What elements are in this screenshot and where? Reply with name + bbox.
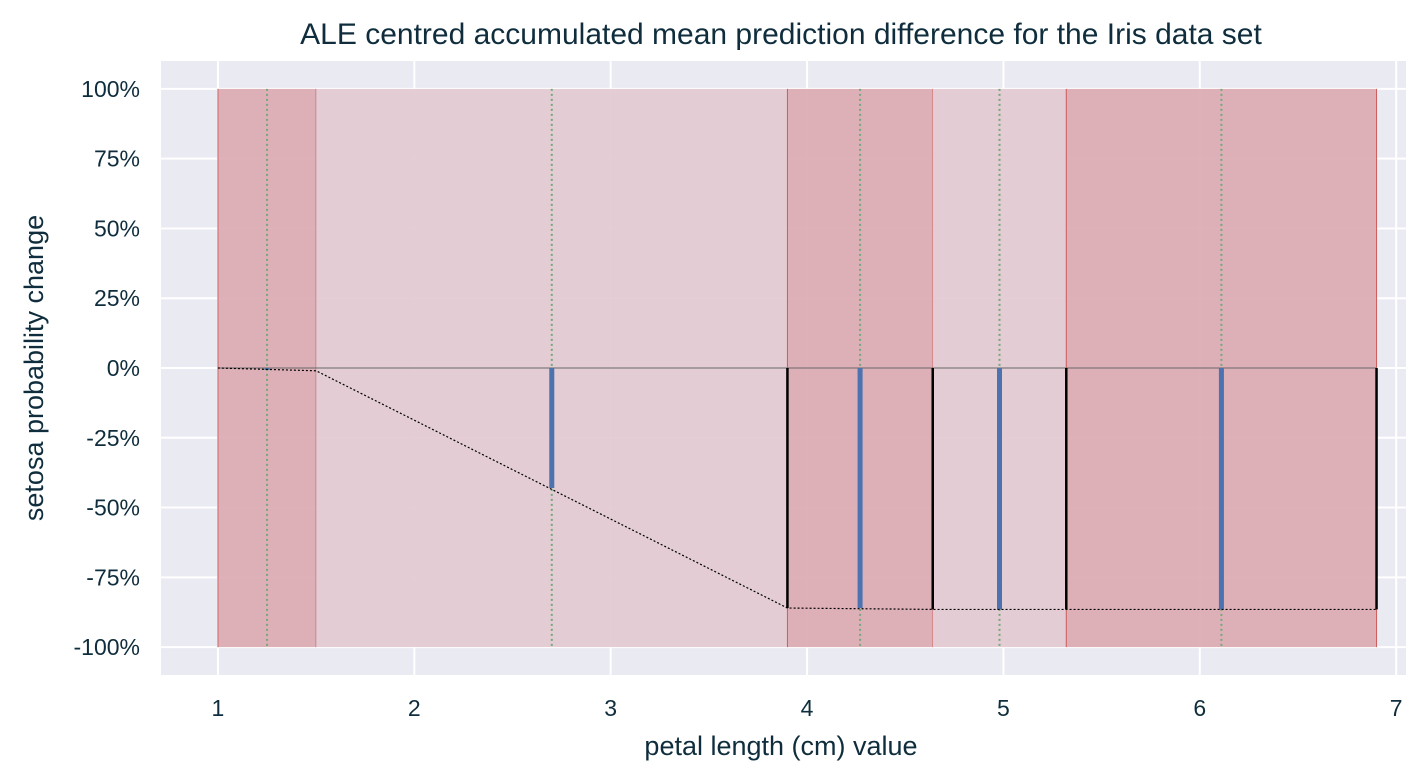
mean-bar-2 bbox=[857, 368, 863, 609]
y-axis-ticks: 100% 75% 50% 25% 0% -25% -50% -75% -100% bbox=[74, 76, 140, 660]
mean-bar-3 bbox=[997, 368, 1003, 610]
y-tick-label-2: 50% bbox=[94, 215, 140, 241]
x-axis-ticks: 1 2 3 4 5 6 7 bbox=[212, 695, 1403, 721]
x-tick-label-1: 2 bbox=[408, 695, 421, 721]
y-tick-label-7: -75% bbox=[86, 564, 140, 590]
x-axis-title: petal length (cm) value bbox=[644, 731, 917, 761]
x-tick-label-4: 5 bbox=[997, 695, 1010, 721]
y-tick-label-1: 75% bbox=[94, 146, 140, 172]
x-tick-label-2: 3 bbox=[604, 695, 617, 721]
y-tick-label-6: -50% bbox=[86, 495, 140, 521]
mean-bar-1 bbox=[549, 368, 555, 489]
chart-title: ALE centred accumulated mean prediction … bbox=[300, 18, 1262, 51]
y-tick-label-5: -25% bbox=[86, 425, 140, 451]
mean-bar-4 bbox=[1218, 368, 1224, 610]
x-tick-label-5: 6 bbox=[1193, 695, 1206, 721]
y-tick-label-4: 0% bbox=[107, 355, 140, 381]
accumulated-mean-line bbox=[217, 367, 1377, 611]
x-tick-label-0: 1 bbox=[212, 695, 225, 721]
y-tick-label-3: 25% bbox=[94, 285, 140, 311]
y-tick-label-0: 100% bbox=[81, 76, 140, 102]
x-tick-label-3: 4 bbox=[801, 695, 814, 721]
prediction-difference-bars bbox=[264, 368, 1378, 610]
y-tick-label-8: -100% bbox=[74, 634, 140, 660]
x-tick-label-6: 7 bbox=[1390, 695, 1403, 721]
y-axis-title: setosa probability change bbox=[19, 215, 49, 521]
